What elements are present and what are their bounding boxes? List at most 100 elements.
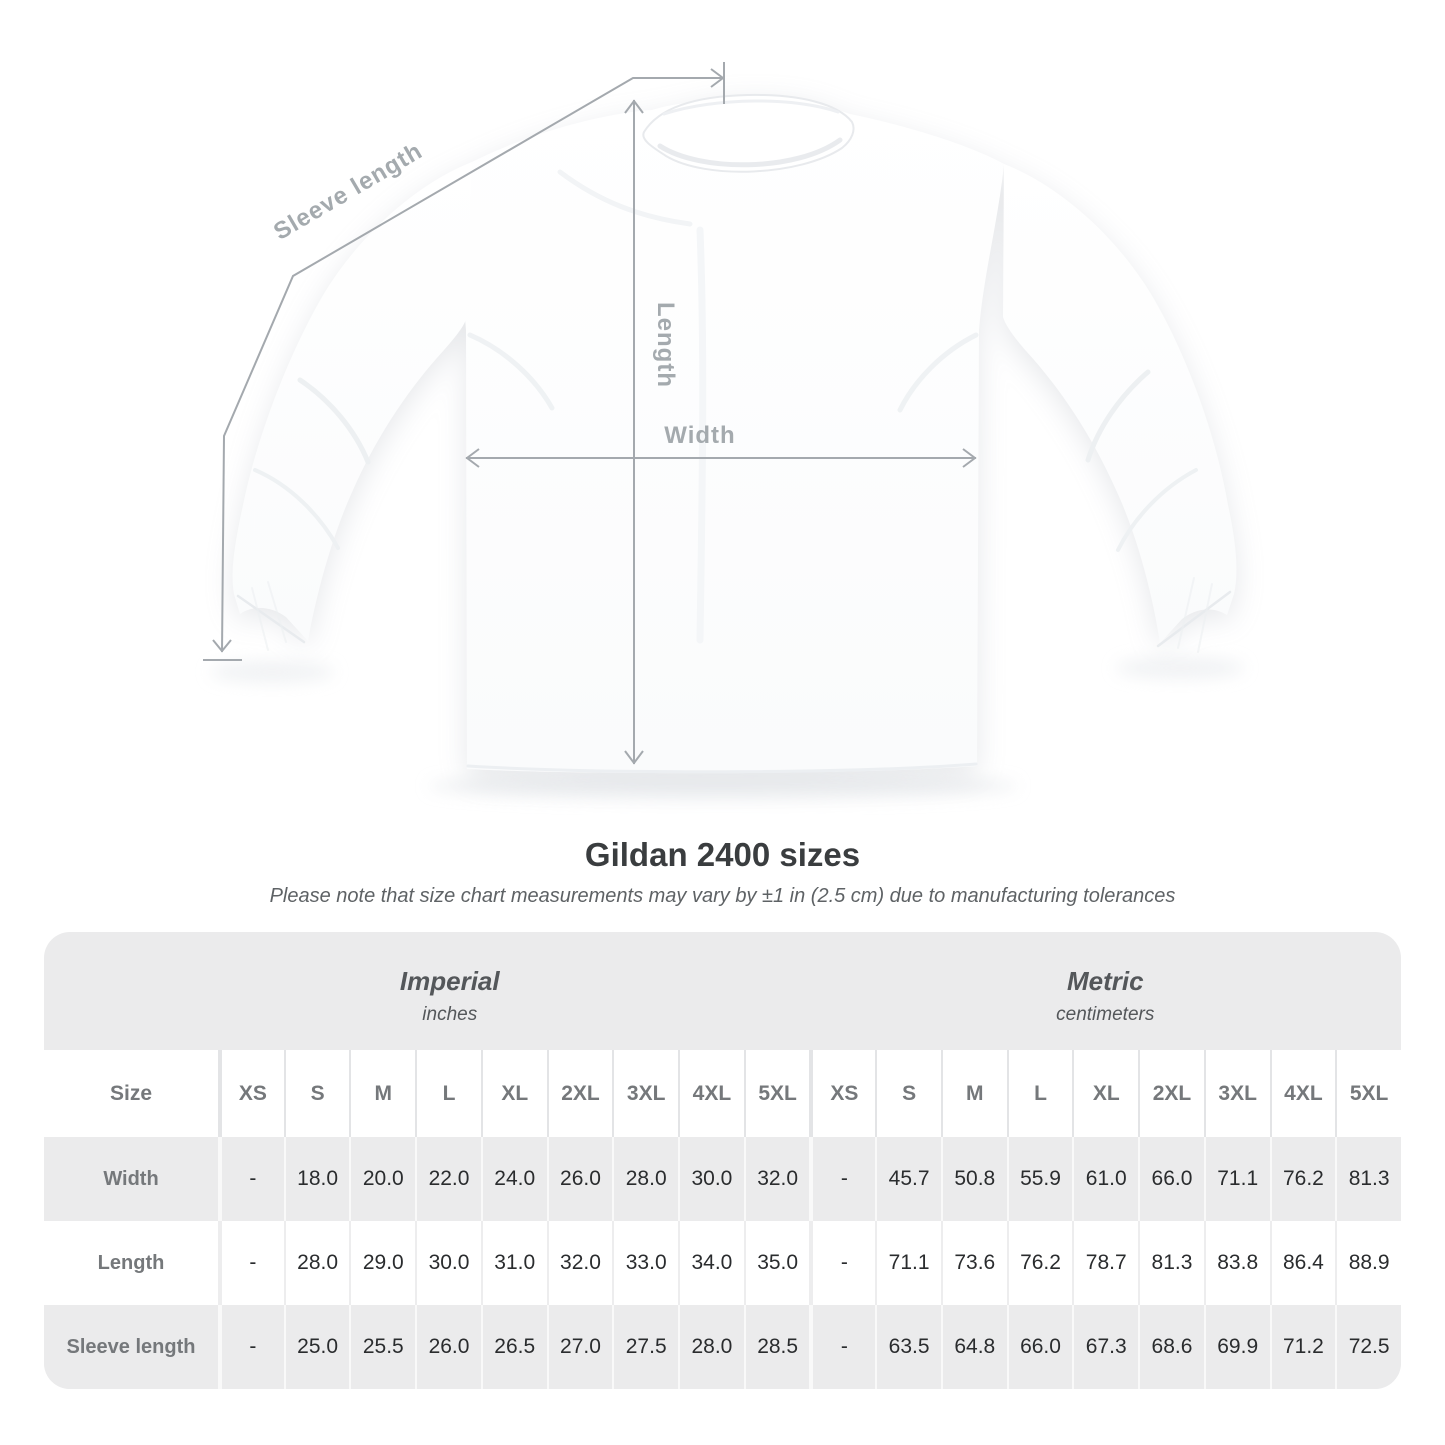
table-cell: 83.8 xyxy=(1203,1221,1270,1305)
table-cell: 45.7 xyxy=(875,1137,941,1221)
size-col-header: 5XL xyxy=(1335,1050,1401,1137)
metric-title: Metric xyxy=(1066,966,1144,996)
shirt-creases xyxy=(236,99,1232,774)
table-cell: 26.0 xyxy=(546,1137,613,1221)
table-cell: 71.1 xyxy=(875,1221,941,1305)
table-cell: 66.0 xyxy=(1006,1305,1073,1389)
table-cell: 32.0 xyxy=(546,1221,613,1305)
width-label: Width xyxy=(664,422,735,449)
table-cell: 28.0 xyxy=(678,1305,744,1389)
row-label: Width xyxy=(44,1137,218,1221)
table-cell: 33.0 xyxy=(612,1221,679,1305)
table-cell: 31.0 xyxy=(480,1221,547,1305)
size-chart-table: Imperial inches Metric centimeters Size … xyxy=(44,932,1401,1389)
table-cell: - xyxy=(218,1137,284,1221)
table-cell: 64.8 xyxy=(940,1305,1007,1389)
table-cell: 68.6 xyxy=(1138,1305,1204,1389)
table-cell: 35.0 xyxy=(743,1221,810,1305)
row-label: Length xyxy=(44,1221,218,1305)
metric-unit: centimeters xyxy=(1056,1004,1155,1025)
table-cell: 81.3 xyxy=(1138,1221,1204,1305)
size-col-header: 3XL xyxy=(612,1050,679,1137)
table-cell: 67.3 xyxy=(1072,1305,1139,1389)
table-cell: 76.2 xyxy=(1006,1221,1073,1305)
sleeve-length-measure-line xyxy=(221,77,724,653)
page-title: Gildan 2400 sizes xyxy=(584,836,861,873)
table-cell: - xyxy=(809,1137,876,1221)
size-col-header: XS xyxy=(809,1050,876,1137)
length-label: Length xyxy=(652,302,679,388)
table-cell: 26.5 xyxy=(480,1305,547,1389)
table-cell: 30.0 xyxy=(678,1137,744,1221)
tolerance-note: Please note that size chart measurements… xyxy=(269,885,1176,907)
size-col-header: 4XL xyxy=(678,1050,744,1137)
imperial-title: Imperial xyxy=(399,966,500,996)
size-col-header: 4XL xyxy=(1269,1050,1336,1137)
table-cell: 71.2 xyxy=(1269,1305,1336,1389)
table-cell: 81.3 xyxy=(1335,1137,1401,1221)
metric-group-header: Metric centimeters xyxy=(810,932,1402,1050)
size-col-header: XL xyxy=(480,1050,547,1137)
size-col-header: XL xyxy=(1072,1050,1139,1137)
table-cell: 50.8 xyxy=(940,1137,1007,1221)
table-cell: 28.0 xyxy=(612,1137,679,1221)
shirt-collar xyxy=(642,93,855,173)
table-cell: 27.5 xyxy=(612,1305,679,1389)
size-col-header: 2XL xyxy=(1138,1050,1204,1137)
size-col-header: M xyxy=(349,1050,416,1137)
table-cell: 86.4 xyxy=(1269,1221,1336,1305)
imperial-unit: inches xyxy=(422,1004,478,1025)
shirt-left-sleeve xyxy=(232,162,472,641)
row-label: Sleeve length xyxy=(44,1305,218,1389)
table-cell: - xyxy=(218,1305,284,1389)
width-arrowheads xyxy=(465,448,977,468)
measurement-lines xyxy=(203,62,977,765)
size-header: Size xyxy=(44,1050,218,1137)
table-cell: - xyxy=(809,1305,876,1389)
table-cell: 72.5 xyxy=(1335,1305,1401,1389)
table-cell: - xyxy=(218,1221,284,1305)
table-cell: 34.0 xyxy=(678,1221,744,1305)
table-cell: 32.0 xyxy=(743,1137,810,1221)
size-col-header: S xyxy=(875,1050,941,1137)
table-cell: 73.6 xyxy=(940,1221,1007,1305)
table-cell: 69.9 xyxy=(1203,1305,1270,1389)
size-col-header: L xyxy=(1006,1050,1073,1137)
table-cell: 78.7 xyxy=(1072,1221,1139,1305)
size-col-header: S xyxy=(283,1050,350,1137)
table-row-width: Width - 18.0 20.0 22.0 24.0 26.0 28.0 30… xyxy=(44,1137,1401,1221)
table-cell: 18.0 xyxy=(283,1137,350,1221)
table-cell: 25.0 xyxy=(283,1305,350,1389)
size-col-header: 3XL xyxy=(1203,1050,1270,1137)
table-cell: 61.0 xyxy=(1072,1137,1139,1221)
table-cell: 66.0 xyxy=(1138,1137,1204,1221)
size-col-header: M xyxy=(940,1050,1007,1137)
table-cell: 22.0 xyxy=(415,1137,481,1221)
size-header-row: Size XS S M L XL 2XL 3XL 4XL 5XL XS S M … xyxy=(44,1050,1401,1137)
long-sleeve-shirt-illustration: Width Length Sleeve length xyxy=(203,62,1244,799)
table-cell: 20.0 xyxy=(349,1137,416,1221)
shirt-measurement-figure: Width Length Sleeve length xyxy=(203,62,1244,799)
table-cell: 63.5 xyxy=(875,1305,941,1389)
size-col-header: 5XL xyxy=(743,1050,810,1137)
size-col-header: L xyxy=(415,1050,481,1137)
table-cell: 29.0 xyxy=(349,1221,416,1305)
unit-group-header-row: Imperial inches Metric centimeters xyxy=(44,932,1401,1050)
table-cell: 71.1 xyxy=(1203,1137,1270,1221)
table-cell: 28.5 xyxy=(743,1305,810,1389)
shirt-body xyxy=(463,99,1004,774)
size-col-header: 2XL xyxy=(546,1050,613,1137)
table-cell: 28.0 xyxy=(283,1221,350,1305)
table-cell: 55.9 xyxy=(1006,1137,1073,1221)
table-row-length: Length - 28.0 29.0 30.0 31.0 32.0 33.0 3… xyxy=(44,1221,1401,1305)
table-cell: - xyxy=(809,1221,876,1305)
table-cell: 24.0 xyxy=(480,1137,547,1221)
imperial-group-header: Imperial inches xyxy=(44,932,810,1050)
table-cell: 30.0 xyxy=(415,1221,481,1305)
length-arrowheads xyxy=(624,99,644,765)
size-col-header: XS xyxy=(218,1050,284,1137)
table-row-sleeve-length: Sleeve length - 25.0 25.5 26.0 26.5 27.0… xyxy=(44,1305,1401,1389)
table-cell: 88.9 xyxy=(1335,1221,1401,1305)
table-cell: 26.0 xyxy=(415,1305,481,1389)
